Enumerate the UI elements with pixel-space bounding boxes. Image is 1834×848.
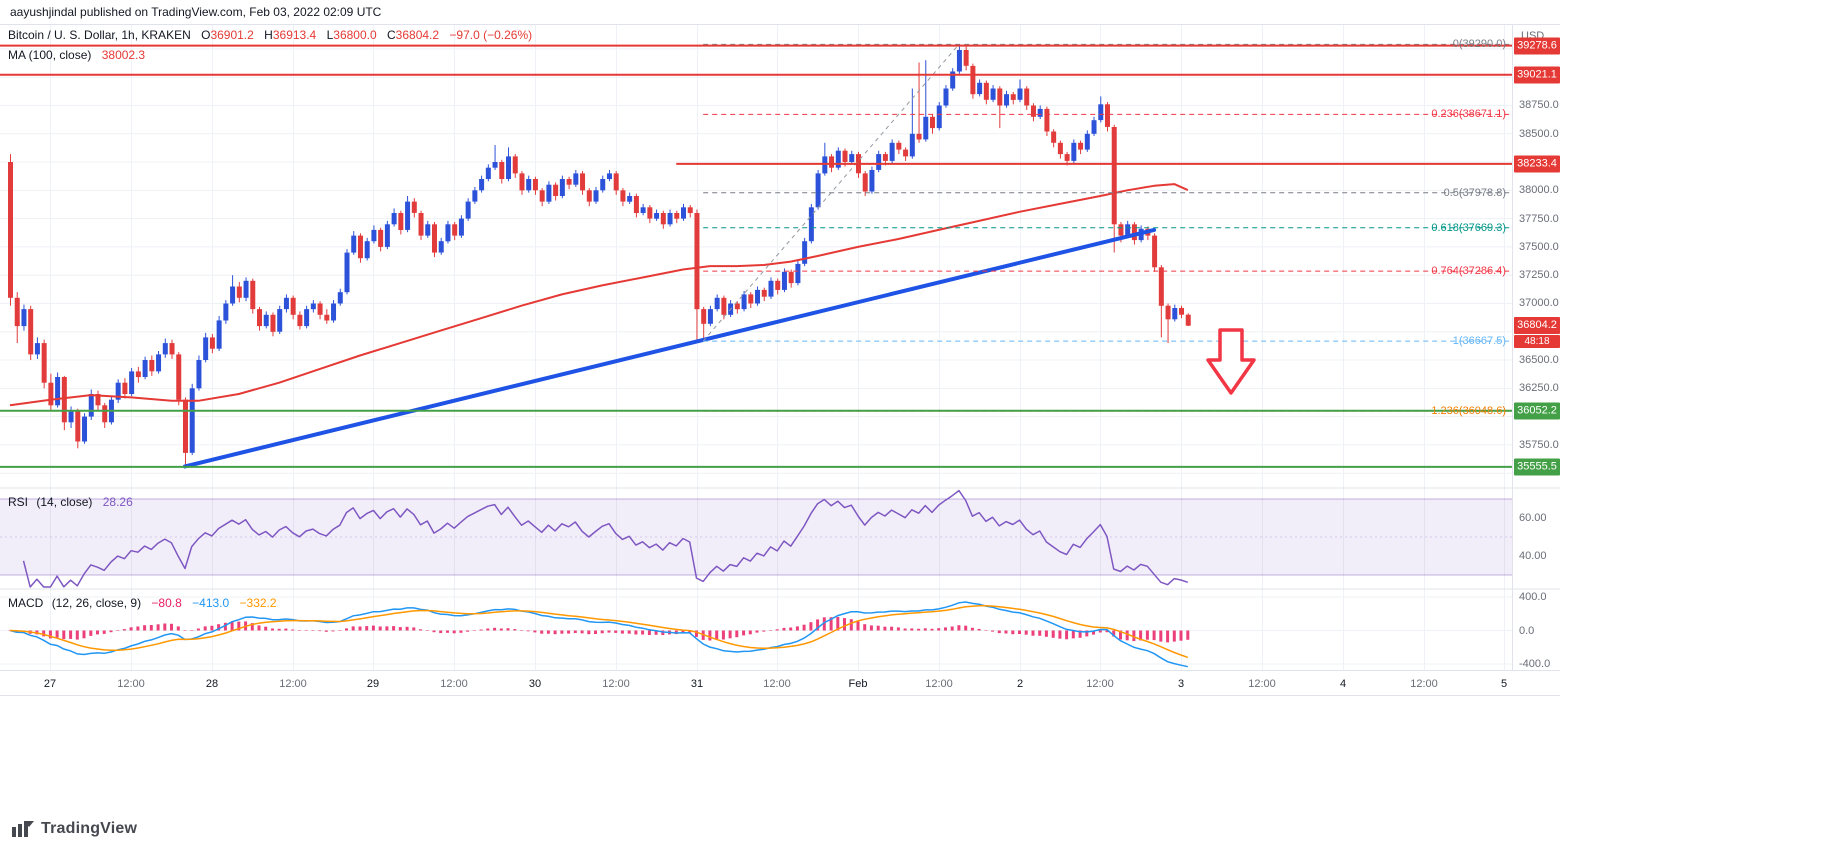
- macd-name: MACD: [8, 596, 44, 610]
- macd-signal-value: −332.2: [239, 596, 277, 610]
- rsi-params: (14, close): [36, 495, 93, 509]
- ohlc-open-label: O: [201, 28, 211, 42]
- ohlc-open-value: 36901.2: [210, 28, 254, 42]
- time-tick-label: Feb: [848, 678, 868, 690]
- time-tick-label: 30: [528, 678, 542, 690]
- ma-value: 38002.3: [101, 48, 146, 62]
- pane-separators: [0, 24, 1560, 696]
- indicator-tick-label: 60.00: [1519, 512, 1547, 524]
- indicator-tick-label: 40.00: [1519, 550, 1547, 562]
- ohlc-high-label: H: [264, 28, 273, 42]
- time-tick-label: 4: [1339, 678, 1347, 690]
- macd-params: (12, 26, close, 9): [51, 596, 142, 610]
- price-level-badge: 39021.1: [1514, 66, 1560, 84]
- fib-retracement[interactable]: [702, 43, 1512, 412]
- time-tick-label: 12:00: [1086, 678, 1114, 690]
- ohlc-low-value: 36800.0: [333, 28, 377, 42]
- macd-line-value: −413.0: [192, 596, 230, 610]
- time-tick-label: 27: [43, 678, 57, 690]
- price-tick-label: 37750.0: [1519, 212, 1559, 225]
- horizontal-levels[interactable]: [0, 44, 1512, 468]
- fib-level-label: 1.236(36048.6): [1431, 405, 1506, 418]
- time-tick-label: 12:00: [117, 678, 145, 690]
- price-level-badge: 36052.2: [1514, 402, 1560, 420]
- price-tick-label: 37250.0: [1519, 269, 1559, 282]
- indicator-tick-label: -400.0: [1519, 658, 1551, 670]
- fib-level-label: 0(39290.0): [1452, 38, 1506, 51]
- tradingview-logo-icon: [12, 821, 34, 837]
- rsi-line[interactable]: [22, 489, 1189, 588]
- time-tick-label: 5: [1500, 678, 1508, 690]
- tradingview-logo[interactable]: TradingView: [12, 820, 137, 838]
- price-tick-label: 37500.0: [1519, 240, 1559, 253]
- indicator-tick-label: 0.0: [1519, 624, 1535, 637]
- ohlc-close-label: C: [387, 28, 396, 42]
- price-tick-label: 38750.0: [1519, 99, 1559, 112]
- tradingview-wordmark: TradingView: [41, 820, 138, 837]
- fib-level-label: 0.236(38671.1): [1431, 108, 1506, 121]
- time-tick-label: 12:00: [925, 678, 953, 690]
- last-price-badge: 36804.2: [1514, 317, 1560, 335]
- ma-line[interactable]: [9, 183, 1189, 407]
- ohlc-low-label: L: [326, 28, 334, 42]
- macd-hist-value: −80.8: [151, 596, 182, 610]
- price-tick-label: 36500.0: [1519, 354, 1559, 367]
- trendline[interactable]: [182, 227, 1157, 469]
- ohlc-close-value: 36804.2: [395, 28, 440, 42]
- rsi-legend[interactable]: RSI (14, close) 28.26: [8, 495, 133, 509]
- price-level-badge: 35555.5: [1514, 458, 1560, 476]
- rsi-name: RSI: [8, 495, 29, 509]
- candles-layer: [8, 44, 1191, 467]
- countdown-badge: 48:18: [1514, 335, 1560, 349]
- fib-level-label: 0.618(37669.3): [1431, 221, 1506, 234]
- attribution-text: aayushjindal published on TradingView.co…: [10, 5, 382, 19]
- price-tick-label: 38000.0: [1519, 184, 1559, 197]
- time-axis[interactable]: [0, 671, 1512, 695]
- price-change: −97.0 (−0.26%): [449, 28, 533, 42]
- symbol-legend[interactable]: Bitcoin / U. S. Dollar, 1h, KRAKEN O3690…: [8, 28, 532, 42]
- rsi-band: [0, 498, 1512, 576]
- fib-level-label: 0.764(37286.4): [1431, 265, 1506, 278]
- price-tick-label: 37000.0: [1519, 297, 1559, 310]
- down-arrow-annotation[interactable]: [1206, 328, 1256, 395]
- time-tick-label: 12:00: [279, 678, 307, 690]
- price-tick-label: 35750.0: [1519, 438, 1559, 451]
- fib-level-label: 0.5(37978.8): [1443, 186, 1506, 199]
- ohlc-high-value: 36913.4: [272, 28, 317, 42]
- price-level-badge: 39278.6: [1514, 37, 1560, 55]
- price-tick-label: 36250.0: [1519, 382, 1559, 395]
- time-tick-label: 2: [1016, 678, 1024, 690]
- macd-legend[interactable]: MACD (12, 26, close, 9) −80.8 −413.0 −33…: [8, 596, 277, 610]
- price-tick-label: 38500.0: [1519, 127, 1559, 140]
- time-tick-label: 3: [1177, 678, 1185, 690]
- price-level-badge: 38233.4: [1514, 155, 1560, 173]
- time-tick-label: 12:00: [602, 678, 630, 690]
- time-tick-label: 31: [690, 678, 704, 690]
- fib-level-label: 1(36667.5): [1452, 335, 1506, 348]
- time-tick-label: 12:00: [1248, 678, 1276, 690]
- indicator-tick-label: 400.0: [1519, 591, 1547, 603]
- time-tick-label: 28: [205, 678, 219, 690]
- ma-label: MA (100, close): [8, 48, 92, 62]
- time-tick-label: 29: [366, 678, 380, 690]
- macd-plot[interactable]: [8, 601, 1190, 668]
- time-tick-label: 12:00: [763, 678, 791, 690]
- symbol-title: Bitcoin / U. S. Dollar, 1h, KRAKEN: [8, 28, 191, 42]
- time-tick-label: 12:00: [440, 678, 468, 690]
- time-tick-label: 12:00: [1410, 678, 1438, 690]
- rsi-value: 28.26: [102, 495, 133, 509]
- ma-legend[interactable]: MA (100, close) 38002.3: [8, 48, 145, 62]
- grid-lines: [0, 24, 1512, 670]
